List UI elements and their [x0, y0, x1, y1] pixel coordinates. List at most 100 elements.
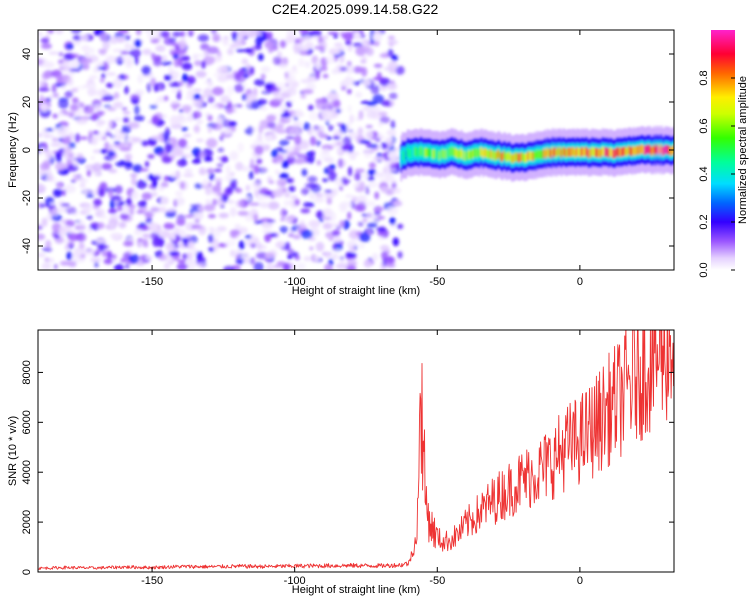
colorbar-gradient — [711, 30, 735, 270]
noise-blob — [282, 262, 291, 270]
noise-blob — [380, 185, 388, 193]
noise-blob — [177, 259, 187, 263]
noise-blob — [365, 200, 376, 207]
noise-blob — [114, 185, 123, 194]
signal-band-segment — [440, 149, 443, 160]
signal-band-segment — [438, 151, 441, 161]
noise-blob — [203, 156, 213, 162]
signal-band-segment — [617, 146, 620, 157]
signal-band-segment — [469, 150, 472, 161]
noise-blob — [67, 233, 80, 242]
signal-band-segment — [660, 144, 663, 154]
y-tick-label: 0 — [21, 147, 33, 153]
noise-blob — [219, 135, 224, 141]
noise-blob — [358, 243, 365, 249]
signal-band-segment — [479, 147, 482, 157]
noise-blob — [366, 222, 378, 228]
noise-blob — [79, 182, 86, 189]
noise-blob — [110, 195, 122, 201]
signal-band-segment — [585, 146, 588, 156]
noise-blob — [112, 101, 124, 109]
noise-blob — [278, 63, 289, 69]
snr-series-line — [38, 330, 674, 570]
signal-band-segment — [461, 150, 464, 160]
noise-blob — [331, 253, 339, 260]
noise-blob — [200, 43, 210, 51]
noise-blob — [276, 178, 287, 187]
noise-blob — [220, 95, 231, 104]
noise-blob — [63, 111, 76, 117]
noise-blob — [363, 151, 372, 159]
signal-band-segment — [538, 149, 541, 159]
noise-blob — [391, 181, 397, 190]
noise-blob — [216, 163, 224, 168]
noise-blob — [324, 263, 333, 270]
noise-blob — [309, 246, 314, 251]
noise-blob — [366, 211, 373, 220]
noise-blob — [391, 54, 399, 62]
noise-blob — [207, 214, 216, 219]
noise-blob — [95, 210, 102, 217]
noise-blob — [90, 156, 95, 160]
noise-blob — [265, 135, 272, 142]
noise-blob — [107, 107, 117, 112]
noise-blob — [42, 247, 53, 252]
signal-band-segment — [511, 154, 515, 164]
noise-blob — [114, 264, 124, 270]
noise-blob — [296, 262, 306, 270]
noise-blob — [82, 204, 92, 214]
noise-blob — [97, 66, 106, 71]
noise-blob — [103, 104, 112, 108]
noise-blob — [322, 178, 329, 183]
signal-band-segment — [572, 146, 575, 156]
noise-blob — [93, 104, 103, 112]
noise-blob — [383, 66, 395, 71]
noise-blob — [223, 128, 233, 135]
noise-blob — [124, 42, 131, 51]
signal-band-segment — [434, 149, 438, 160]
noise-blob — [198, 167, 206, 176]
noise-blob — [151, 135, 160, 140]
noise-blob — [48, 30, 54, 34]
noise-blob — [141, 140, 150, 147]
noise-blob — [219, 200, 224, 205]
noise-blob — [38, 253, 46, 258]
signal-band-segment — [550, 149, 553, 159]
noise-blob — [372, 32, 383, 42]
noise-blob — [330, 248, 343, 252]
noise-blob — [268, 180, 275, 184]
signal-band-segment — [458, 149, 461, 160]
noise-blob — [188, 32, 193, 37]
noise-blob — [285, 136, 296, 140]
signal-band-segment — [449, 147, 452, 157]
noise-blob — [229, 43, 238, 49]
noise-blob — [144, 30, 157, 34]
noise-blob — [390, 179, 399, 183]
signal-band-segment — [647, 145, 651, 155]
noise-blob — [118, 221, 127, 229]
noise-blob — [122, 117, 130, 123]
signal-band-segment — [629, 146, 633, 156]
noise-blob — [109, 213, 119, 221]
signal-band-segment — [484, 148, 488, 158]
noise-blob — [362, 106, 371, 112]
noise-blob — [300, 94, 307, 99]
signal-band-segment — [520, 152, 523, 162]
signal-band-segment — [401, 150, 404, 160]
signal-band-segment — [483, 147, 486, 157]
noise-blob — [381, 251, 388, 260]
noise-blob — [333, 136, 341, 140]
noise-blob — [379, 77, 391, 87]
noise-blob — [347, 46, 352, 52]
noise-blob — [152, 178, 158, 189]
signal-band-segment — [655, 144, 658, 154]
noise-blob — [262, 244, 267, 250]
noise-blob — [38, 58, 44, 66]
noise-blob — [345, 252, 357, 258]
noise-blob — [316, 160, 322, 166]
signal-band-segment — [506, 152, 509, 162]
signal-band-segment — [419, 146, 422, 156]
noise-blob — [77, 63, 85, 70]
noise-blob — [353, 80, 360, 86]
signal-band-segment — [604, 147, 607, 157]
